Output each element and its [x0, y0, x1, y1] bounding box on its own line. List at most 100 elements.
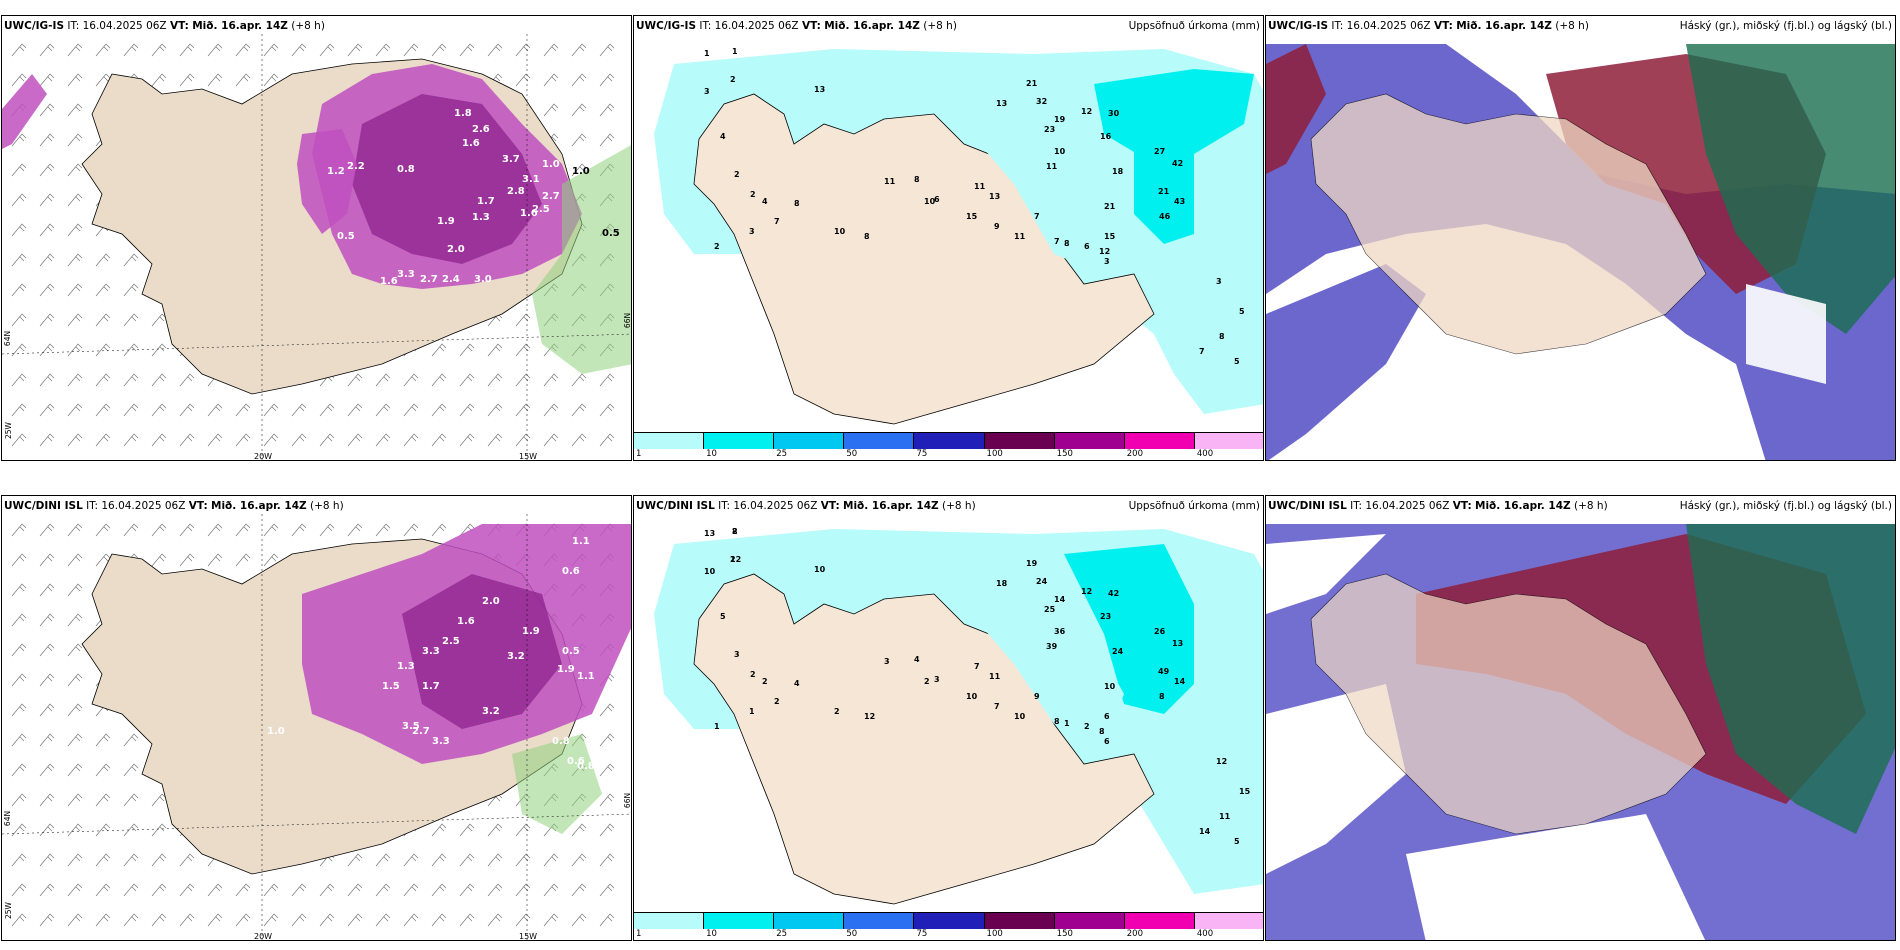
wind-barb [39, 223, 55, 237]
colorbar-label: 10 [706, 929, 717, 939]
map-value-label: 23 [1100, 612, 1111, 621]
colorbar: 1 10 25 50 75 100 150 200 400 [634, 912, 1263, 940]
map-value-label: 30 [1108, 109, 1120, 118]
colorbar-swatch [1054, 913, 1125, 929]
wind-barb [95, 343, 111, 357]
wind-barb [207, 433, 223, 447]
map-value-label: 21 [1158, 187, 1170, 196]
lat-label-66n: 66N [623, 792, 632, 809]
wind-barb [151, 913, 167, 927]
wind-barb [599, 793, 615, 807]
panel-variable-title: Háský (gr.), miðský (fj.bl.) og lágský (… [1679, 20, 1892, 32]
wind-barb [319, 433, 335, 447]
wind-barb [291, 433, 307, 447]
wind-barb [123, 793, 139, 807]
map-value-label: 8 [794, 199, 800, 208]
iceland-land [1310, 93, 1707, 355]
wind-barb [375, 523, 391, 537]
panel-clouds-dini: UWC/DINI ISL IT: 16.04.2025 06Z VT: Mið.… [1265, 495, 1896, 941]
map-value-label: 2.7 [420, 274, 438, 285]
colorbar-swatch [914, 913, 985, 929]
colorbar-swatch [984, 433, 1055, 449]
map-value-label: 3 [734, 650, 740, 659]
snowfall-values: 1.10.61.92.01.62.53.3 3.21.31.5 1.73.52.73… [267, 536, 595, 772]
map-value-label: 5 [1234, 837, 1240, 846]
wind-barb [11, 823, 27, 837]
wind-barb [67, 673, 83, 687]
wind-barb [11, 913, 27, 927]
wind-barb [179, 73, 195, 87]
wind-barb [459, 883, 475, 897]
map-value-label: 12 [1081, 587, 1092, 596]
wind-barb [515, 73, 531, 87]
map-value-label: 1 [714, 722, 720, 731]
wind-barb [431, 823, 447, 837]
map-value-label: 6 [1084, 242, 1090, 251]
lat-label-66n: 66N [623, 312, 632, 329]
wind-barb [599, 73, 615, 87]
wind-barb [487, 883, 503, 897]
wind-barb [599, 433, 615, 447]
wind-barb [11, 673, 27, 687]
map-value-label: 0.6 [562, 566, 580, 577]
wind-barb [39, 313, 55, 327]
map-value-label: 15 [966, 212, 978, 221]
map-value-label: 11 [1046, 162, 1058, 171]
map-value-label: 1.0 [542, 159, 560, 170]
map-value-label: 11 [884, 177, 896, 186]
map-value-label: 0.5 [337, 231, 355, 242]
map-value-label: 4 [914, 655, 920, 664]
wind-barb [67, 553, 83, 567]
wind-barb [67, 793, 83, 807]
map-value-label: 1.9 [557, 664, 575, 675]
wind-barb [571, 43, 587, 57]
map-value-label: 2 [834, 707, 840, 716]
map-value-label: 2 [714, 242, 720, 251]
map-value-label: 2.0 [482, 596, 500, 607]
map-value-label: 11 [1219, 812, 1231, 821]
wind-barb [431, 883, 447, 897]
wind-barb [487, 823, 503, 837]
wind-barb [515, 913, 531, 927]
wind-barb [67, 613, 83, 627]
wind-barb [123, 283, 139, 297]
panel-precip-igis: UWC/IG-IS IT: 16.04.2025 06Z VT: Mið. 16… [633, 15, 1264, 461]
colorbar-swatch [1054, 433, 1125, 449]
map-value-label: 5 [720, 612, 726, 621]
wind-barb [39, 583, 55, 597]
wind-barb [95, 73, 111, 87]
map-value-label: 0.6 [567, 756, 585, 767]
wind-barb [543, 913, 559, 927]
map-value-label: 1.3 [397, 661, 415, 672]
panel-title: UWC/IG-IS IT: 16.04.2025 06Z VT: Mið. 16… [4, 20, 325, 32]
wind-barb [123, 403, 139, 417]
wind-barb [319, 43, 335, 57]
wind-barb [515, 43, 531, 57]
wind-barb [235, 553, 251, 567]
wind-barb [67, 163, 83, 177]
wind-barb [151, 73, 167, 87]
map-value-label: 18 [1112, 167, 1124, 176]
wind-barb [67, 523, 83, 537]
wind-barb [571, 133, 587, 147]
map-value-label: 7 [974, 662, 980, 671]
map-value-label: 6 [1104, 712, 1110, 721]
wind-barb [319, 403, 335, 417]
colorbar-label: 75 [916, 929, 928, 939]
wind-barb [235, 883, 251, 897]
precip-coast-light [954, 104, 1134, 274]
map-value-label: 7 [994, 702, 1000, 711]
iceland-land [1310, 573, 1707, 835]
wind-barb [11, 343, 27, 357]
wind-barb [235, 73, 251, 87]
wind-barb [39, 613, 55, 627]
wind-barb [487, 403, 503, 417]
wind-barb [179, 433, 195, 447]
wind-barb [39, 823, 55, 837]
map-value-label: 14 [1174, 677, 1186, 686]
wind-barb [67, 823, 83, 837]
wind-barb [291, 403, 307, 417]
map-value-label: 2 [730, 555, 736, 564]
colorbar-label: 25 [776, 929, 788, 939]
wind-barb [95, 913, 111, 927]
